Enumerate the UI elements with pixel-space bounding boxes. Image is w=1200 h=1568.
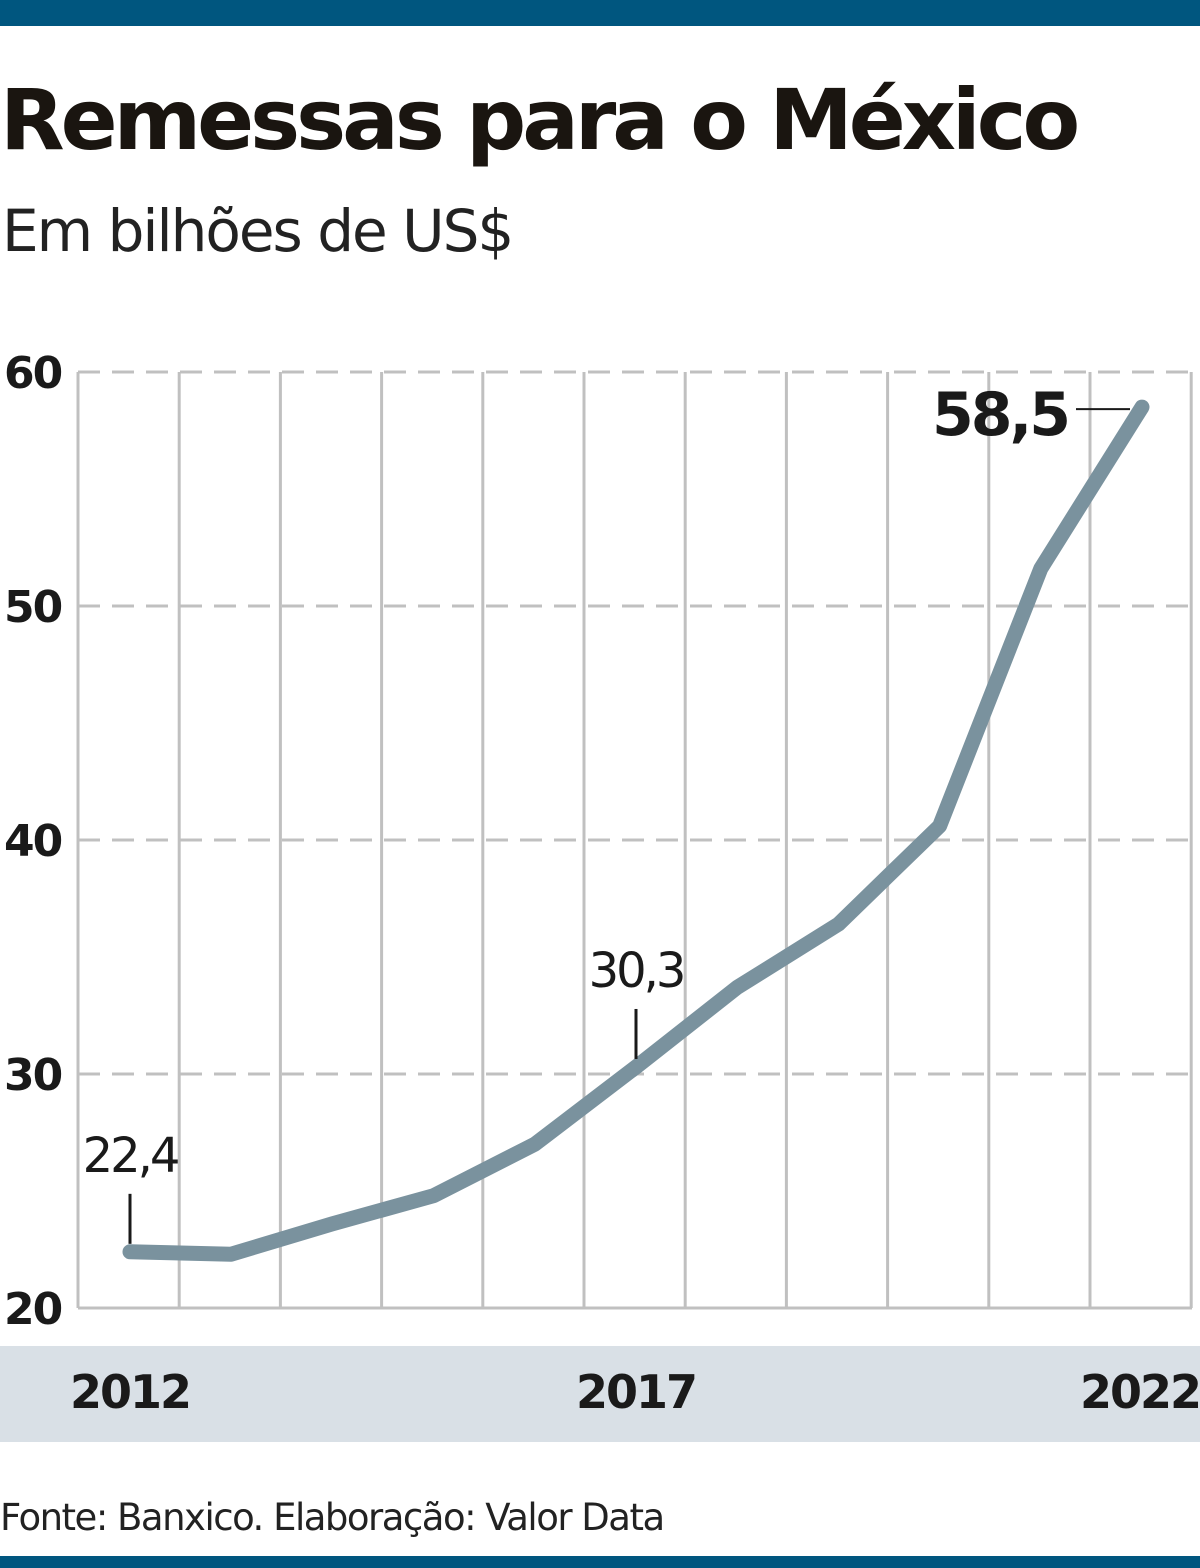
- data-point: [932, 818, 947, 833]
- data-point: [224, 1247, 239, 1262]
- source-note: Fonte: Banxico. Elaboração: Valor Data: [0, 1496, 665, 1539]
- y-tick-label: 30: [4, 1050, 62, 1101]
- annotation-label: 58,5: [932, 380, 1068, 450]
- y-tick-label: 50: [4, 582, 62, 633]
- y-axis-ticks: 20 30 40 50 60: [4, 348, 64, 1335]
- data-point: [325, 1216, 340, 1231]
- y-tick-label: 20: [4, 1284, 62, 1335]
- data-point: [527, 1137, 542, 1152]
- x-tick-label: 2012: [70, 1365, 190, 1419]
- data-point: [1033, 561, 1048, 576]
- annotation-label: 22,4: [83, 1128, 178, 1184]
- data-point: [123, 1244, 137, 1259]
- chart-subtitle: Em bilhões de US$: [2, 197, 514, 265]
- series-line-group: [122, 399, 1150, 1262]
- remittances-line-chart: 20 30 40 50 60 2012 2017 2022 22,4 30,3 58,5: [0, 348, 1200, 1442]
- data-point: [1135, 400, 1149, 415]
- y-tick-label: 60: [4, 348, 62, 399]
- data-point: [426, 1188, 441, 1203]
- annotations: 22,4 30,3 58,5: [83, 380, 1130, 1244]
- x-axis-ticks: 2012 2017 2022: [70, 1365, 1200, 1419]
- data-point: [629, 1059, 643, 1074]
- bottom-accent-bar: [0, 1556, 1200, 1568]
- y-tick-label: 40: [4, 816, 62, 867]
- chart-title: Remessas para o México: [0, 71, 1080, 169]
- x-tick-label: 2022: [1080, 1365, 1200, 1419]
- x-tick-label: 2017: [576, 1365, 696, 1419]
- annotation-label: 30,3: [589, 943, 684, 999]
- data-point: [730, 980, 745, 995]
- grid: [76, 370, 1193, 1310]
- data-point: [831, 917, 846, 932]
- top-accent-bar: [0, 0, 1200, 26]
- x-axis-band: [0, 1346, 1200, 1442]
